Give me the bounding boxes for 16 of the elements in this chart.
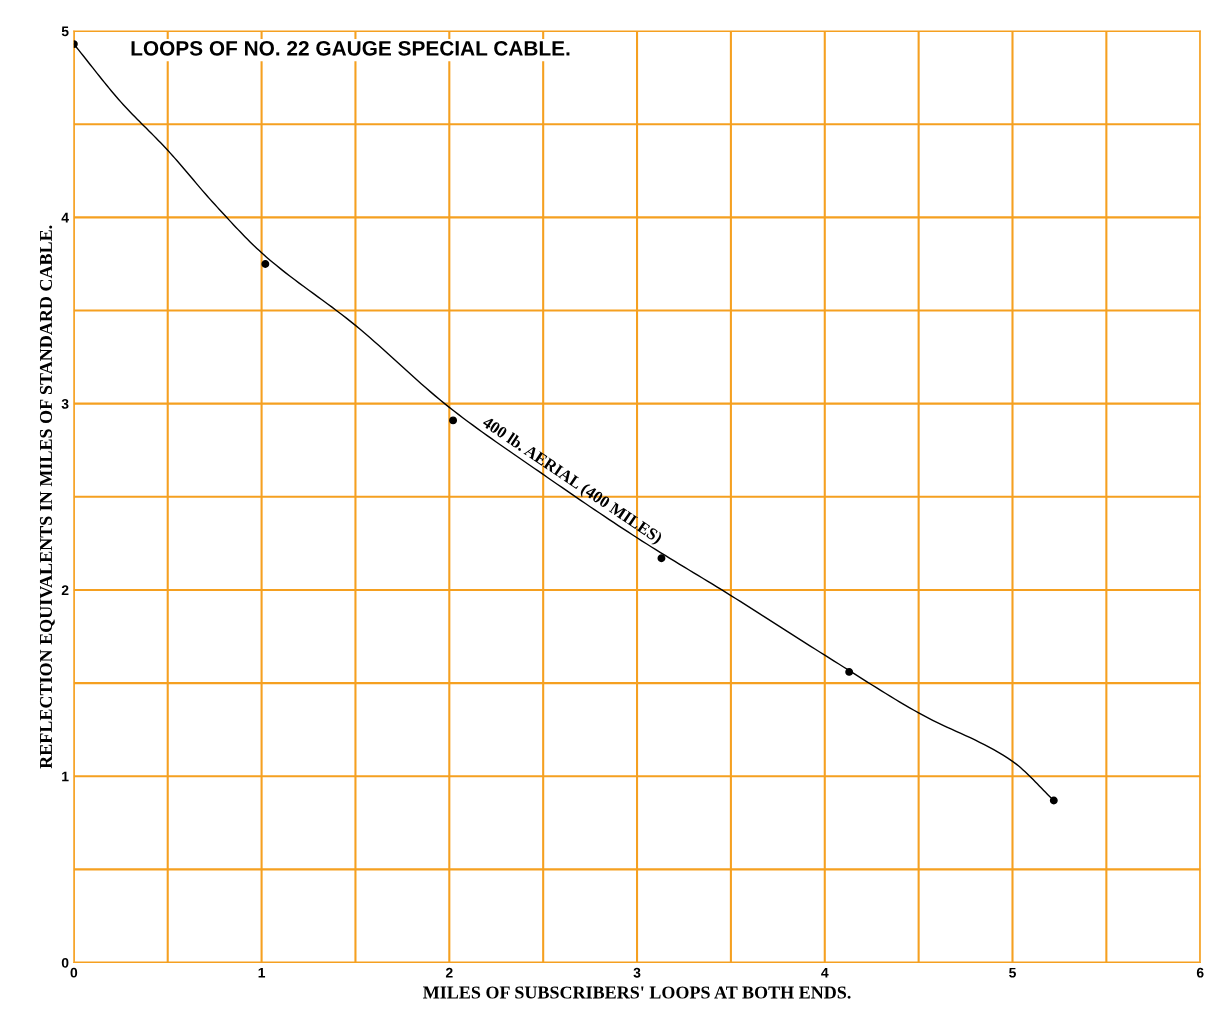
x-tick-label: 3: [633, 967, 641, 978]
x-tick-label: 4: [821, 967, 829, 978]
y-tick-label: 3: [61, 398, 69, 409]
x-tick-label: 2: [445, 967, 453, 978]
y-axis-title: REFLECTION EQUIVALENTS IN MILES OF STANDARD CABLE.: [39, 225, 55, 769]
y-tick-label: 0: [61, 957, 69, 968]
y-tick-label: 2: [61, 585, 69, 595]
x-axis-title: MILES OF SUBSCRIBERS' LOOPS AT BOTH ENDS.: [423, 986, 851, 999]
x-tick-label: 5: [1009, 967, 1016, 978]
y-tick-label: 1: [62, 771, 69, 782]
y-tick-label: 4: [61, 212, 69, 223]
chart-title: LOOPS OF NO. 22 GAUGE SPECIAL CABLE.: [131, 40, 570, 56]
x-tick-label: 0: [70, 967, 78, 978]
x-tick-label: 1: [258, 967, 266, 978]
y-tick-label: 5: [61, 26, 69, 37]
x-tick-label: 6: [1196, 967, 1204, 978]
